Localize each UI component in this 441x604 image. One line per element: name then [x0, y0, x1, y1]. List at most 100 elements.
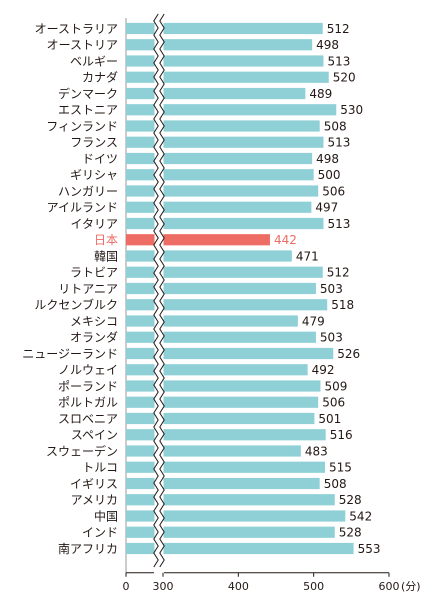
category-label: フランス [70, 136, 118, 150]
value-label: 513 [327, 136, 350, 150]
category-label: イギリス [70, 477, 118, 491]
category-label: デンマーク [58, 86, 118, 101]
category-label: スロベニア [58, 412, 118, 426]
x-tick-label: 600 [379, 580, 400, 593]
x-tick-label: 300 [153, 580, 174, 593]
value-label: 500 [318, 168, 341, 182]
value-label: 528 [339, 526, 362, 540]
category-label: ギリシャ [70, 168, 118, 182]
category-label: 中国 [94, 508, 118, 523]
value-label: 492 [312, 363, 335, 377]
category-label: インド [82, 526, 118, 540]
bar [126, 87, 306, 100]
value-label: 513 [327, 54, 350, 68]
value-label: 528 [339, 493, 362, 507]
category-label: フィンランド [46, 119, 118, 133]
value-label: 516 [330, 428, 353, 442]
value-label: 471 [296, 249, 319, 263]
bar [126, 169, 314, 181]
value-label: 442 [274, 233, 297, 247]
value-label: 489 [309, 87, 332, 101]
bar [126, 39, 313, 51]
category-label: スペイン [71, 428, 118, 442]
bar [126, 22, 323, 35]
value-label: 509 [324, 379, 347, 393]
bar [126, 282, 316, 295]
bar [126, 347, 334, 360]
bar [126, 429, 326, 441]
category-label: カナダ [82, 70, 118, 85]
category-label: トルコ [82, 461, 118, 475]
bar [126, 120, 320, 132]
value-label: 498 [316, 38, 339, 52]
value-label: 503 [320, 282, 343, 296]
category-label: オランダ [70, 330, 118, 345]
value-label: 497 [315, 201, 338, 215]
category-label: 南アフリカ [58, 541, 118, 556]
category-label: メキシコ [70, 314, 118, 328]
bar [126, 185, 319, 197]
category-label: リトアニア [58, 282, 118, 296]
category-label: イタリア [70, 217, 118, 231]
bar [126, 412, 315, 425]
category-label: ドイツ [82, 152, 118, 166]
value-label: 553 [358, 542, 381, 556]
category-label: ベルギー [70, 54, 118, 68]
x-tick-label: 0 [123, 580, 130, 593]
bar [126, 494, 335, 506]
bar [126, 526, 335, 538]
category-label: ポルトガル [58, 396, 118, 410]
category-label: ラトビア [70, 266, 118, 280]
category-label: ルクセンブルク [34, 297, 118, 312]
axis-break-line [153, 13, 159, 568]
bar [126, 510, 346, 522]
value-label: 520 [333, 71, 356, 85]
category-label: ノルウェイ [58, 363, 118, 377]
bar [126, 477, 320, 490]
value-label: 530 [340, 103, 363, 117]
category-label: オーストリア [47, 38, 118, 52]
value-label: 542 [349, 509, 372, 523]
bar [126, 136, 324, 148]
bar [126, 234, 270, 246]
bar [126, 380, 321, 392]
category-label: 韓国 [94, 249, 118, 263]
bar [126, 217, 324, 230]
category-label: 日本 [94, 233, 118, 247]
category-label: アイルランド [47, 201, 118, 215]
category-label: ポーランド [58, 379, 118, 393]
category-label: オーストラリア [35, 22, 118, 36]
value-label: 503 [320, 331, 343, 345]
bar [126, 315, 298, 327]
bar [126, 250, 292, 262]
value-label: 498 [316, 152, 339, 166]
value-label: 513 [327, 217, 350, 231]
value-label: 518 [331, 298, 354, 312]
bar [126, 299, 328, 311]
bar [126, 201, 312, 213]
x-tick-label: 400 [228, 580, 249, 593]
value-label: 515 [329, 461, 352, 475]
value-label: 506 [322, 396, 345, 410]
x-axis-unit: (分) [401, 580, 421, 593]
category-label: スウェーデン [46, 443, 118, 458]
category-label: ハンガリー [58, 184, 118, 198]
bar [126, 152, 313, 165]
bar [126, 266, 323, 278]
value-label: 501 [318, 412, 341, 426]
bar [126, 542, 354, 555]
bar [126, 104, 337, 116]
category-label: エストニア [58, 103, 118, 117]
value-label: 479 [302, 314, 325, 328]
category-label: ニュージーランド [22, 347, 118, 361]
axis-break-line [159, 13, 165, 568]
value-label: 508 [324, 119, 347, 133]
value-label: 483 [305, 444, 328, 458]
bar [126, 364, 308, 376]
bar [126, 331, 316, 343]
bar [126, 445, 301, 457]
value-label: 508 [324, 477, 347, 491]
value-label: 506 [322, 184, 345, 198]
